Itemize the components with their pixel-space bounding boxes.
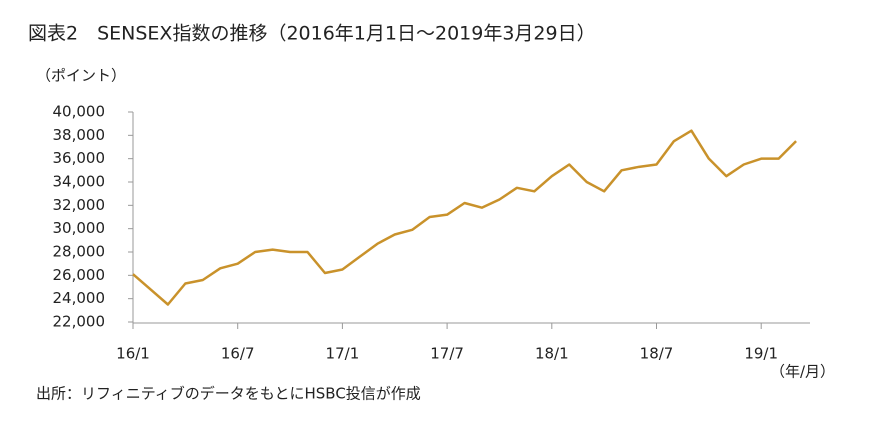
- x-tick-label: 16/1: [116, 345, 150, 363]
- y-tick-label: 40,000: [53, 103, 106, 121]
- y-tick-label: 28,000: [53, 243, 106, 261]
- y-tick-label: 36,000: [53, 149, 106, 167]
- x-tick-label: 17/7: [430, 345, 464, 363]
- y-tick-label: 26,000: [53, 266, 106, 284]
- y-tick-label: 30,000: [53, 219, 106, 237]
- x-tick-label: 17/1: [326, 345, 360, 363]
- x-tick-label: 18/7: [640, 345, 674, 363]
- y-tick-label: 24,000: [53, 289, 106, 307]
- x-tick-label: 19/1: [744, 345, 778, 363]
- y-tick-label: 32,000: [53, 196, 106, 214]
- x-tick-label: 16/7: [221, 345, 255, 363]
- source-note: 出所：リフィニティブのデータをもとにHSBC投信が作成: [36, 385, 421, 403]
- y-tick-label: 22,000: [53, 313, 106, 331]
- x-tick-label: 18/1: [535, 345, 569, 363]
- x-axis-label: （年/月）: [770, 363, 835, 381]
- chart-title: 図表2 SENSEX指数の推移（2016年1月1日～2019年3月29日）: [28, 23, 596, 45]
- series-line: [132, 129, 797, 306]
- y-axis-label: （ポイント）: [36, 67, 126, 85]
- y-tick-label: 34,000: [53, 173, 106, 191]
- y-tick-label: 38,000: [53, 126, 106, 144]
